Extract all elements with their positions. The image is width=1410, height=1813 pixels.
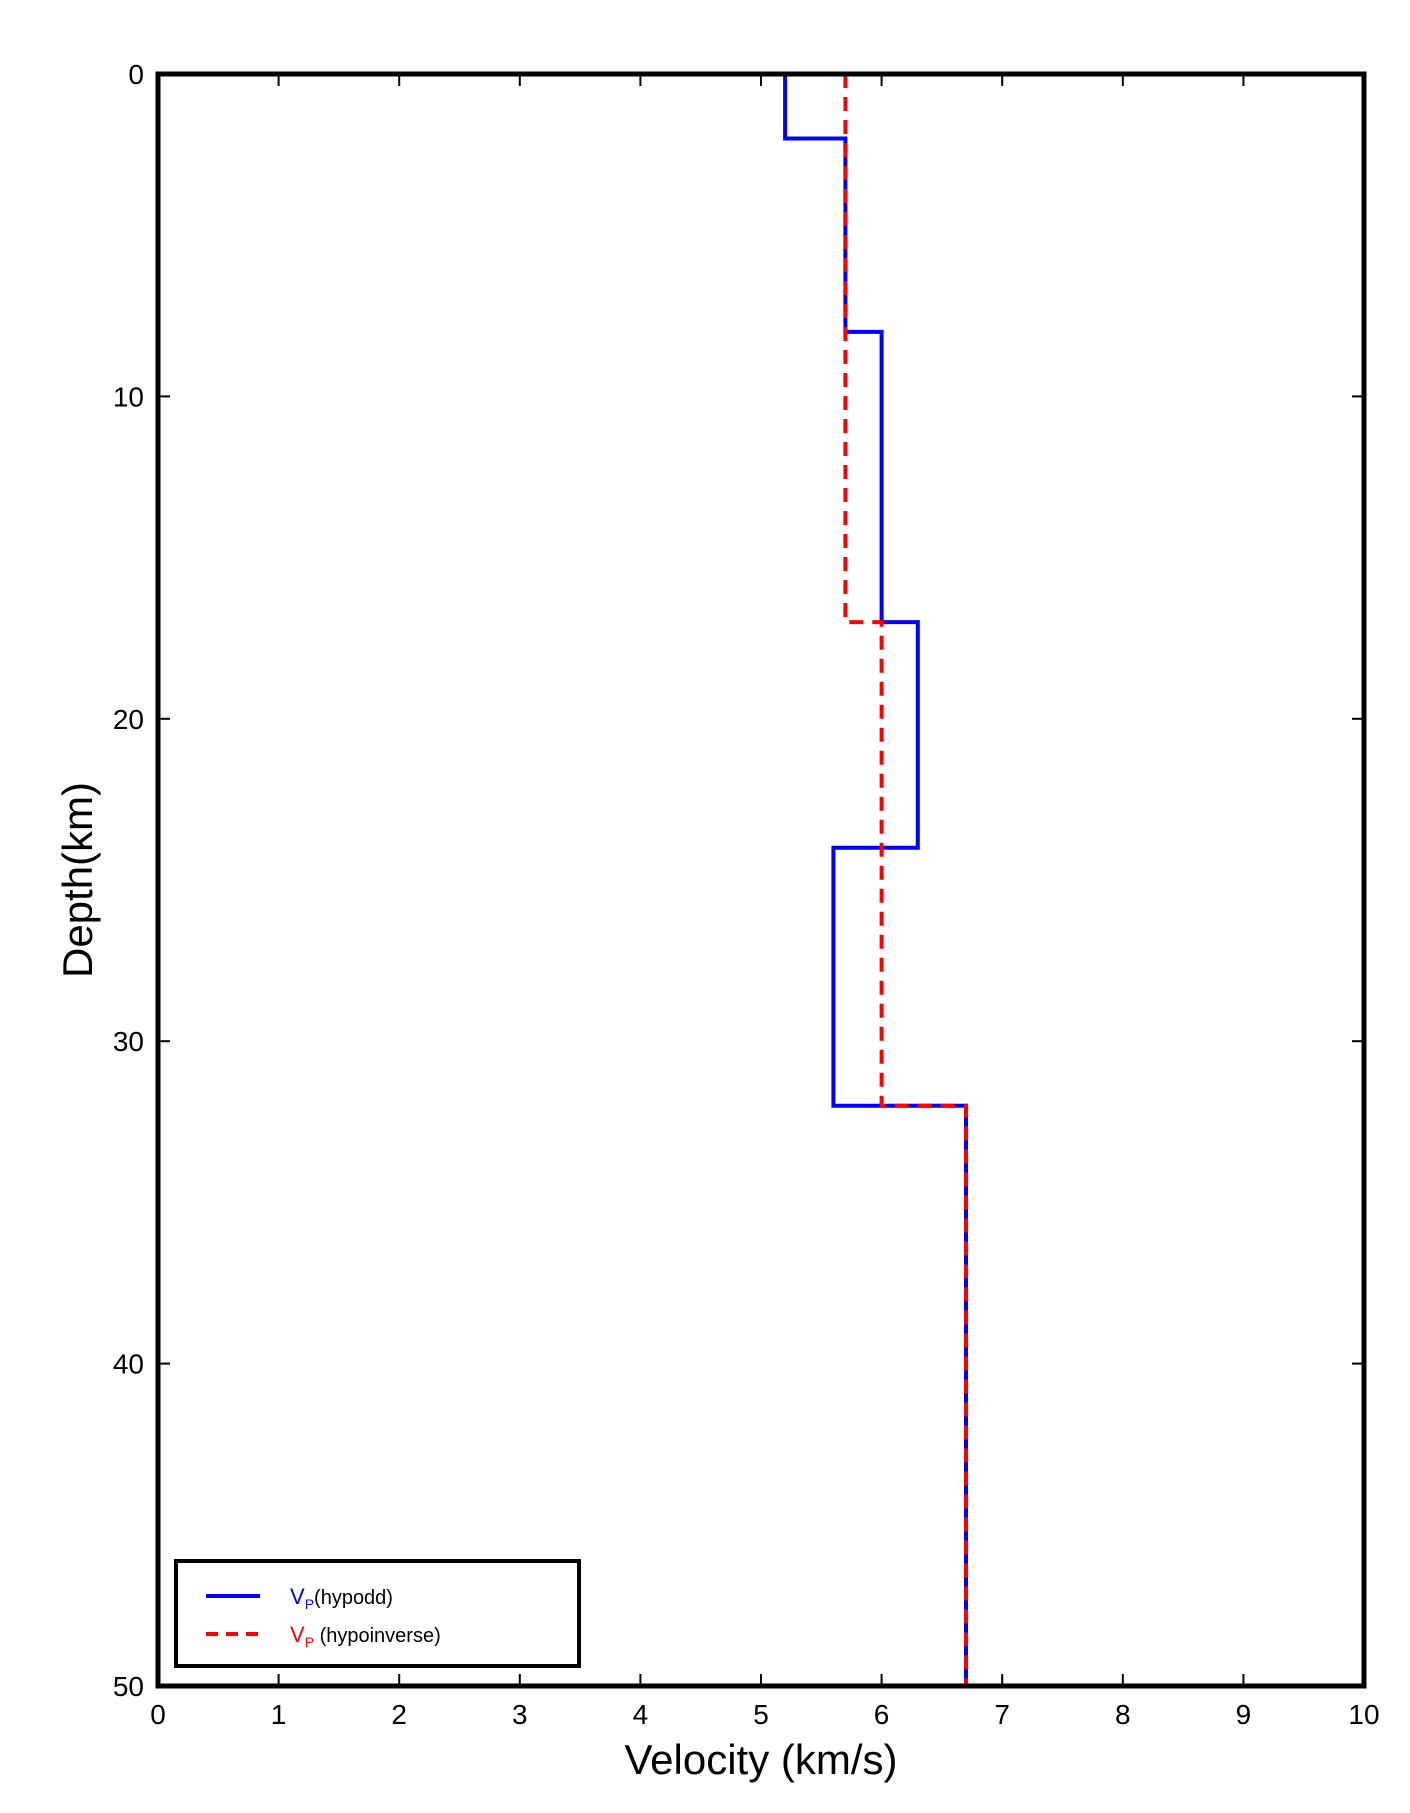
legend-subscript-hypoinverse: P (305, 1634, 314, 1650)
series-layer (783, 74, 968, 1686)
legend-label-hypodd: VP(hypodd) (290, 1584, 393, 1612)
legend-suffix-hypodd: (hypodd) (314, 1587, 393, 1609)
x-tick-label: 3 (512, 1699, 528, 1730)
y-axis-label: Depth(km) (54, 782, 101, 978)
x-axis-label: Velocity (km/s) (624, 1736, 897, 1783)
series-line-hypodd (783, 74, 968, 1686)
legend-symbol-hypoinverse: V (290, 1622, 305, 1647)
legend-symbol-hypodd: V (290, 1584, 305, 1609)
y-tick-label: 20 (113, 704, 144, 735)
x-tick-label: 7 (994, 1699, 1010, 1730)
y-tick-label: 10 (113, 381, 144, 412)
plot-frame (155, 71, 1367, 1689)
legend-subscript-hypodd: P (305, 1596, 314, 1612)
y-tick-label: 0 (128, 59, 144, 90)
y-tick-label: 30 (113, 1026, 144, 1057)
x-axis: 0 1 2 3 4 5 6 7 8 9 10 (150, 74, 1380, 1730)
x-tick-label: 10 (1348, 1699, 1379, 1730)
x-tick-label: 6 (874, 1699, 890, 1730)
x-tick-label: 8 (1115, 1699, 1131, 1730)
y-axis: 0 10 20 30 40 50 (113, 59, 1364, 1702)
x-tick-label: 0 (150, 1699, 166, 1730)
x-tick-label: 2 (391, 1699, 407, 1730)
legend-suffix-hypoinverse: (hypoinverse) (314, 1625, 441, 1647)
x-tick-label: 4 (633, 1699, 649, 1730)
x-tick-label: 5 (753, 1699, 769, 1730)
y-tick-label: 40 (113, 1349, 144, 1380)
x-tick-label: 9 (1236, 1699, 1252, 1730)
y-tick-label: 50 (113, 1671, 144, 1702)
legend: VP(hypodd) VP (hypoinverse) (174, 1559, 581, 1668)
legend-box (174, 1559, 581, 1668)
series-line-hypoinverse (843, 74, 968, 1686)
legend-label-hypoinverse: VP (hypoinverse) (290, 1622, 441, 1650)
x-tick-label: 1 (271, 1699, 287, 1730)
